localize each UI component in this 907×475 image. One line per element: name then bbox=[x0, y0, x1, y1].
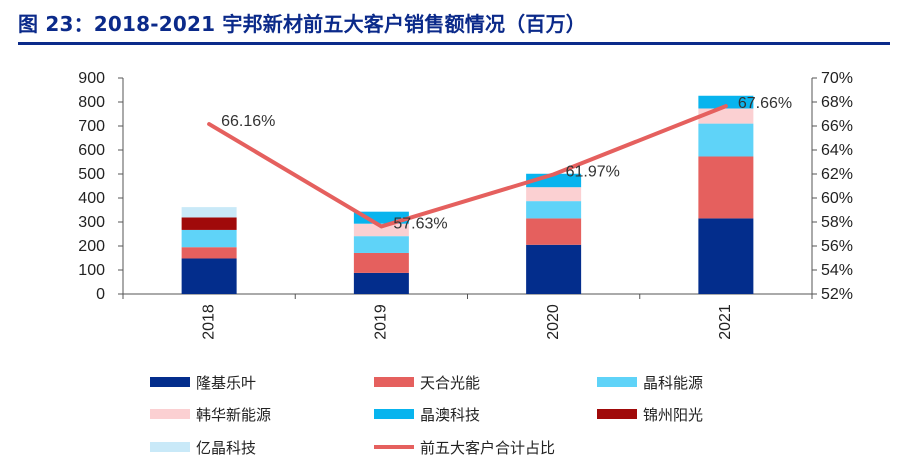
x-tick-label: 2019 bbox=[373, 304, 390, 340]
share-data-label: 67.66% bbox=[738, 95, 792, 112]
y-left-tick-label: 400 bbox=[78, 190, 105, 207]
y-right-tick-label: 52% bbox=[821, 286, 853, 303]
bar-segment-2018-6 bbox=[181, 207, 237, 218]
share-line bbox=[207, 104, 728, 229]
share-data-label: 61.97% bbox=[566, 163, 620, 180]
bar-segment-2020-2 bbox=[526, 201, 582, 219]
bar-segment-2019-3 bbox=[353, 223, 409, 237]
bar-segment-2018-0 bbox=[181, 258, 237, 294]
bar-segment-2018-2 bbox=[181, 229, 237, 248]
y-right-tick-label: 64% bbox=[821, 142, 853, 159]
bar-segment-2021-4 bbox=[698, 95, 754, 109]
y-right-tick-label: 62% bbox=[821, 166, 853, 183]
share-data-label: 57.63% bbox=[393, 215, 447, 232]
x-tick-label: 2021 bbox=[717, 304, 734, 340]
x-tick-label: 2018 bbox=[200, 304, 217, 340]
y-left-tick-label: 600 bbox=[78, 142, 105, 159]
bar-segment-2021-2 bbox=[698, 123, 754, 157]
y-left-tick-label: 0 bbox=[96, 286, 105, 303]
y-left-tick-label: 900 bbox=[78, 70, 105, 87]
bar-segment-2020-3 bbox=[526, 187, 582, 202]
bar-segment-2019-0 bbox=[353, 272, 409, 294]
share-point bbox=[724, 104, 728, 108]
y-right-tick-label: 56% bbox=[821, 238, 853, 255]
y-left-tick-label: 300 bbox=[78, 214, 105, 231]
title-underline bbox=[18, 42, 890, 45]
share-point bbox=[207, 122, 211, 126]
bar-segment-2018-5 bbox=[181, 217, 237, 230]
y-right-tick-label: 68% bbox=[821, 94, 853, 111]
x-tick-label: 2020 bbox=[545, 304, 562, 340]
bar-segment-2020-1 bbox=[526, 218, 582, 245]
y-right-tick-label: 54% bbox=[821, 262, 853, 279]
share-data-label: 66.16% bbox=[221, 113, 275, 130]
y-right-tick-label: 66% bbox=[821, 118, 853, 135]
y-left-tick-label: 800 bbox=[78, 94, 105, 111]
y-left-tick-label: 100 bbox=[78, 262, 105, 279]
bar-segment-2020-0 bbox=[526, 244, 582, 294]
bar-segment-2021-1 bbox=[698, 156, 754, 219]
bar-segment-2019-1 bbox=[353, 252, 409, 273]
y-left-tick-label: 700 bbox=[78, 118, 105, 135]
y-right-tick-label: 58% bbox=[821, 214, 853, 231]
y-left-tick-label: 500 bbox=[78, 166, 105, 183]
share-point bbox=[379, 224, 383, 228]
y-left-tick-label: 200 bbox=[78, 238, 105, 255]
chart-title: 图 23：2018-2021 宇邦新材前五大客户销售额情况（百万） bbox=[18, 12, 586, 36]
share-point bbox=[552, 172, 556, 176]
bar-segment-2019-2 bbox=[353, 236, 409, 253]
bar-segment-2018-1 bbox=[181, 247, 237, 259]
y-right-tick-label: 60% bbox=[821, 190, 853, 207]
bar-segment-2021-0 bbox=[698, 218, 754, 294]
y-right-tick-label: 70% bbox=[821, 70, 853, 87]
